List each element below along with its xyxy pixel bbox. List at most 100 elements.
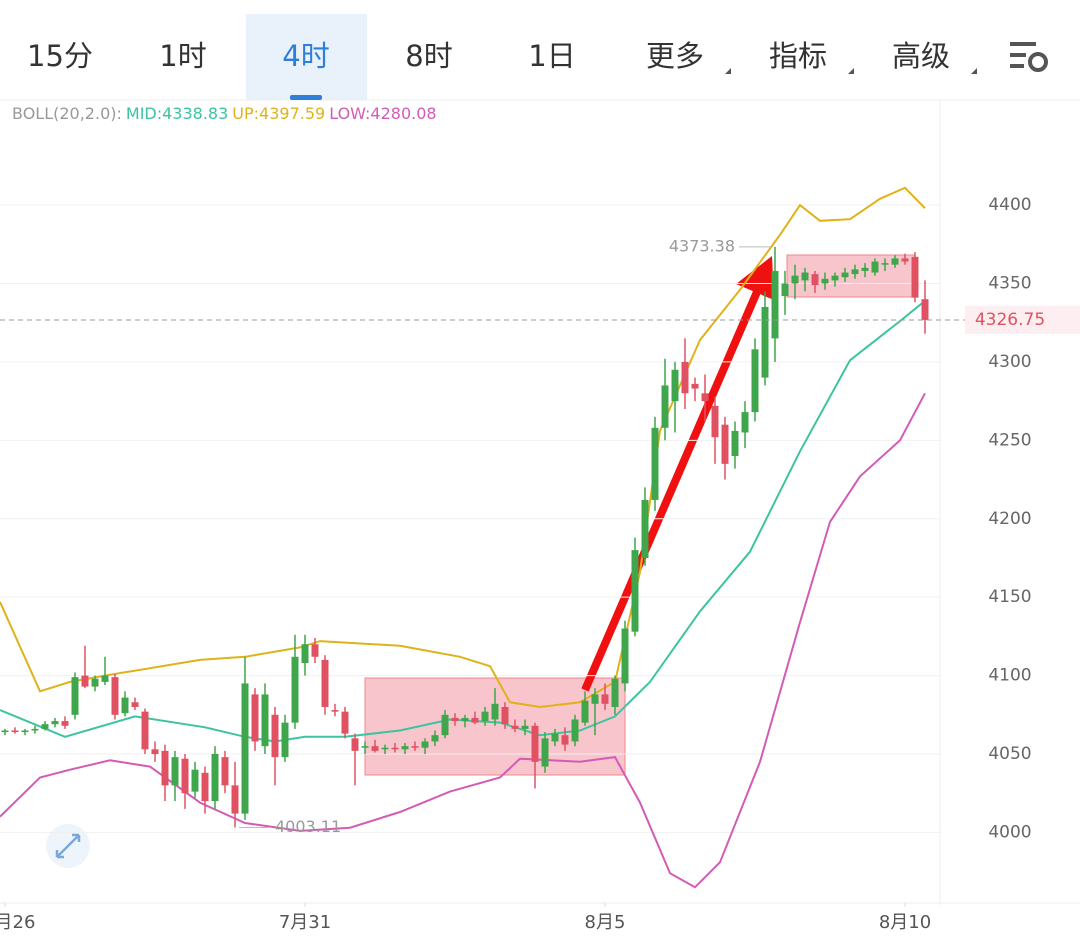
candle-body [711, 405, 719, 438]
candle-body [411, 746, 419, 748]
candle-body [811, 274, 819, 286]
y-tick-label: 4350 [988, 273, 1031, 293]
x-tick-label: 8月5 [585, 912, 626, 933]
candle-body [891, 258, 899, 265]
boll-line [0, 186, 926, 709]
candle-body [121, 697, 129, 714]
candle-body [451, 717, 459, 722]
candle-body [661, 385, 669, 428]
candle-body [681, 361, 689, 394]
candle-body [621, 628, 629, 684]
y-tick-label: 4150 [988, 587, 1031, 607]
dropdown-caret [848, 68, 854, 74]
candle-body [831, 275, 839, 281]
annotation-box [364, 254, 916, 776]
candle-body [301, 644, 309, 664]
candle-body [441, 714, 449, 736]
candle-body [131, 702, 139, 707]
candle-body [21, 730, 29, 733]
candle-body [551, 733, 559, 742]
candle-body [861, 267, 869, 271]
tab[interactable]: 8时 [405, 39, 452, 73]
candle-body [311, 644, 319, 657]
tab[interactable]: 1时 [159, 39, 206, 73]
candle-body [491, 703, 499, 720]
candle-body [791, 275, 799, 284]
active-tab-bg [246, 14, 367, 100]
candle-body [701, 393, 709, 402]
indicator-header: BOLL(20,2.0): MID:4338.83 UP:4397.59 LOW:42… [12, 104, 437, 123]
candle-body [671, 369, 679, 402]
candle-body [291, 656, 299, 723]
min-price-label: 4003.11 [275, 817, 341, 836]
tab-bar [0, 0, 1080, 100]
candle-body [351, 738, 359, 751]
last-price-label: 4326.75 [975, 310, 1045, 330]
candle-body [921, 299, 929, 320]
candle-body [511, 725, 519, 729]
candle-body [391, 747, 399, 750]
y-tick-label: 4200 [988, 509, 1031, 529]
indicator-legend: MID:4338.83 [126, 104, 228, 123]
candle-body [91, 678, 99, 687]
candle-body [911, 256, 919, 298]
candle-body [851, 269, 859, 275]
candle-body [531, 725, 539, 762]
candle-body [321, 659, 329, 707]
candle-body [181, 758, 189, 794]
tab[interactable]: 15分 [27, 39, 93, 73]
candle-body [171, 757, 179, 786]
last-price-tag [965, 305, 1080, 334]
tab[interactable]: 指标 [769, 39, 827, 73]
candle-body [221, 757, 229, 786]
candle-body [401, 746, 409, 750]
candle-body [141, 711, 149, 750]
x-tick-label: 8月10 [879, 912, 931, 933]
indicator-legend: UP:4397.59 [232, 104, 325, 123]
expand-icon[interactable] [46, 824, 90, 868]
candle-body [641, 499, 649, 558]
candle-body [361, 746, 369, 748]
candle-body [71, 677, 79, 715]
candle-body [111, 677, 119, 715]
candle-body [731, 430, 739, 457]
x-tick-label: 月26 [0, 912, 35, 933]
tab[interactable]: 更多 [646, 39, 704, 73]
candle-body [721, 424, 729, 464]
boll-line [0, 392, 926, 889]
candle-body [871, 261, 879, 273]
candle-body [241, 683, 249, 814]
x-tick-label: 7月31 [279, 912, 331, 933]
candle-body [41, 724, 49, 729]
tab[interactable]: 1日 [528, 39, 575, 73]
candle-body [161, 750, 169, 786]
candle-body [211, 754, 219, 802]
candle-body [771, 270, 779, 339]
settings-icon[interactable] [1010, 42, 1048, 72]
candle-body [691, 383, 699, 389]
candle-body [601, 694, 609, 704]
candle-body [331, 710, 339, 712]
candle-body [881, 263, 889, 265]
candle-body [761, 307, 769, 378]
candle-body [461, 717, 469, 722]
boll-line [0, 300, 926, 743]
candle-body [611, 678, 619, 707]
tab[interactable]: 4时 [282, 39, 329, 73]
y-tick-label: 4250 [988, 430, 1031, 450]
candle-body [101, 675, 109, 682]
tab[interactable]: 高级 [892, 39, 950, 73]
candle-body [801, 272, 809, 281]
indicator-legend: LOW:4280.08 [329, 104, 436, 123]
y-tick-label: 4050 [988, 744, 1031, 764]
candle-body [901, 258, 909, 262]
candle-body [471, 717, 479, 723]
y-tick-label: 4100 [988, 666, 1031, 686]
candle-body [1, 730, 9, 733]
candle-body [191, 769, 199, 792]
candle-body [651, 427, 659, 500]
candle-body [841, 272, 849, 278]
candle-body [521, 725, 529, 729]
